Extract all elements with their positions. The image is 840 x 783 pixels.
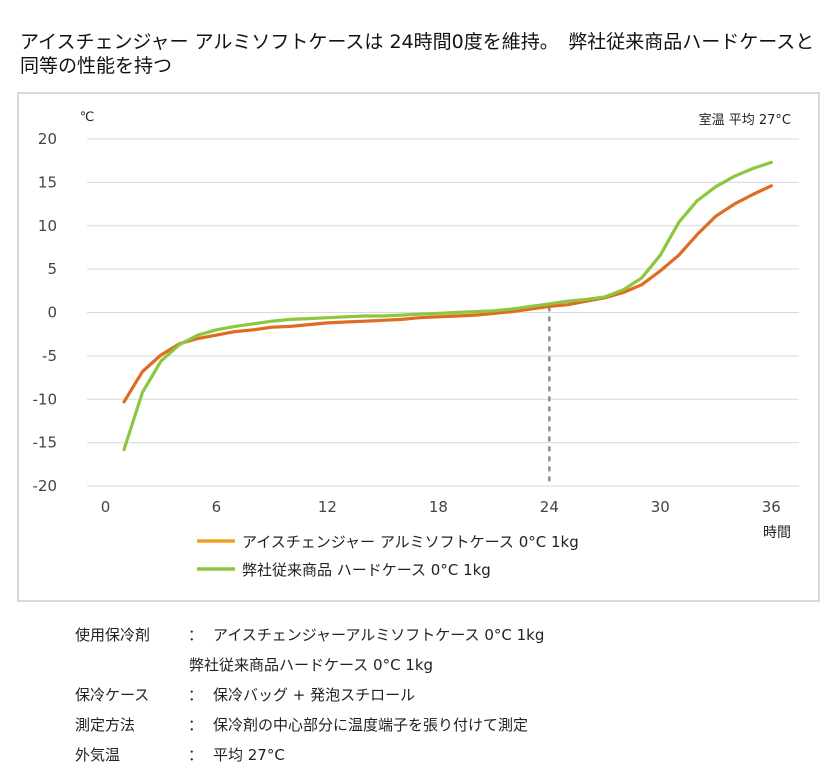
x-tick-label: 0 [101, 498, 111, 516]
note-row-case: 保冷ケース ： 保冷バッグ + 発泡スチロール [75, 680, 815, 710]
y-tick-label: -10 [33, 390, 58, 408]
note-value: 保冷バッグ + 発泡スチロール [213, 686, 416, 704]
series-line-hard-case [122, 160, 773, 452]
legend-label: 弊社従来商品 ハードケース 0°C 1kg [242, 561, 491, 579]
note-value: 保冷剤の中心部分に温度端子を張り付けて測定 [213, 716, 529, 734]
y-axis-unit-label: ℃ [80, 110, 95, 125]
y-tick-label: -5 [42, 347, 57, 365]
legend-label: アイスチェンジャー アルミソフトケース 0°C 1kg [242, 533, 579, 551]
note-label: 使用保冷剤 [75, 626, 151, 644]
note-label: 外気温 [75, 746, 121, 764]
series-lines [122, 160, 773, 452]
x-tick-label: 12 [318, 498, 337, 516]
note-colon: ： [188, 716, 204, 734]
x-axis-label: 時間 [763, 525, 791, 541]
x-tick-label: 36 [762, 498, 781, 516]
chart-frame: 20 15 10 5 0 -5 -10 -15 -20 0 6 12 18 24 30 36 ℃ 時間 室温… [17, 92, 820, 602]
room-temp-annotation: 室温 平均 27°C [699, 112, 791, 128]
x-tick-label: 30 [651, 498, 670, 516]
x-tick-label: 6 [212, 498, 222, 516]
measurement-notes: 使用保冷剤 ： アイスチェンジャーアルミソフトケース 0°C 1kg 弊社従来商… [75, 620, 815, 770]
y-tick-label: -20 [33, 477, 58, 495]
note-value: 平均 27°C [213, 746, 285, 764]
y-tick-labels: 20 15 10 5 0 -5 -10 -15 -20 [33, 130, 58, 495]
note-colon: ： [188, 746, 204, 764]
page-title: アイスチェンジャー アルミソフトケースは 24時間0度を維持。 弊社従来商品ハー… [20, 31, 815, 77]
note-value: アイスチェンジャーアルミソフトケース 0°C 1kg [213, 626, 545, 644]
x-tick-labels: 0 6 12 18 24 30 36 [101, 498, 781, 516]
note-row-coolant-continued: 弊社従来商品ハードケース 0°C 1kg [75, 650, 815, 680]
note-row-ambient: 外気温 ： 平均 27°C [75, 740, 815, 770]
note-row-method: 測定方法 ： 保冷剤の中心部分に温度端子を張り付けて測定 [75, 710, 815, 740]
y-tick-label: 0 [47, 304, 57, 322]
x-tick-label: 24 [540, 498, 559, 516]
note-colon: ： [188, 626, 204, 644]
x-tick-label: 18 [429, 498, 448, 516]
y-tick-label: 20 [38, 130, 57, 148]
legend: アイスチェンジャー アルミソフトケース 0°C 1kg 弊社従来商品 ハードケース… [197, 533, 579, 579]
series-line-aluminum-soft-case [122, 184, 773, 404]
y-tick-label: 15 [38, 173, 57, 191]
y-tick-label: 5 [47, 260, 57, 278]
note-value: 弊社従来商品ハードケース 0°C 1kg [189, 656, 434, 674]
note-colon: ： [188, 686, 204, 704]
note-label: 保冷ケース [75, 686, 150, 704]
y-tick-label: 10 [38, 217, 57, 235]
y-tick-label: -15 [33, 434, 58, 452]
note-label: 測定方法 [75, 716, 136, 734]
temperature-chart: 20 15 10 5 0 -5 -10 -15 -20 0 6 12 18 24 30 36 ℃ 時間 室温… [33, 110, 799, 579]
note-row-coolant: 使用保冷剤 ： アイスチェンジャーアルミソフトケース 0°C 1kg [75, 620, 815, 650]
